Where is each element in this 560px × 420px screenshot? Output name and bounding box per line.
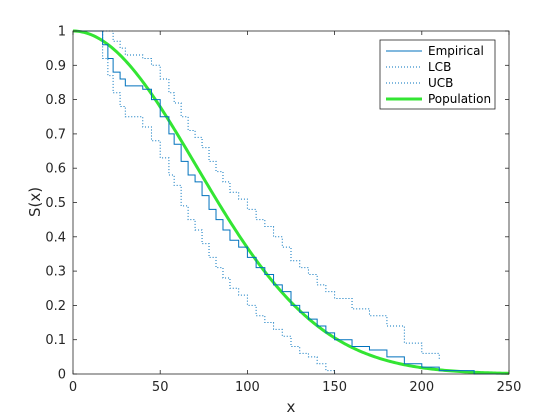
y-tick-label: 0.8 [45,93,66,108]
series-empirical-line [73,30,509,375]
legend-label-empirical: Empirical [428,44,484,58]
x-axis-label: x [287,398,296,416]
y-tick-label: 0 [58,368,66,383]
y-ticks: 0 0.1 0.2 0.3 0.4 0.5 0.6 0.7 0.8 0.9 1 [45,25,509,383]
y-tick-label: 0.6 [45,162,66,177]
x-tick-label: 100 [235,380,260,395]
y-tick-label: 0.7 [45,127,66,142]
y-tick-label: 0.5 [45,196,66,211]
y-axis-label: S(x) [26,187,44,217]
series-layer [72,29,510,375]
x-tick-label: 250 [497,380,522,395]
y-tick-label: 0.4 [45,230,66,245]
x-tick-label: 50 [152,380,169,395]
legend-label-ucb: UCB [428,76,453,90]
x-tick-label: 150 [322,380,347,395]
y-tick-label: 0.3 [45,265,66,280]
x-tick-label: 200 [409,380,434,395]
y-tick-label: 0.9 [45,59,66,74]
legend-label-population: Population [428,92,491,106]
series-ucb-line [73,30,440,361]
x-tick-label: 0 [69,380,77,395]
y-tick-label: 0.2 [45,299,66,314]
y-tick-label: 0.1 [45,333,66,348]
legend-label-lcb: LCB [428,60,451,74]
x-ticks: 0 50 100 150 200 250 [69,31,522,395]
legend: Empirical LCB UCB Population [379,39,496,110]
series-lcb-line [73,30,336,374]
y-tick-label: 1 [58,25,66,40]
